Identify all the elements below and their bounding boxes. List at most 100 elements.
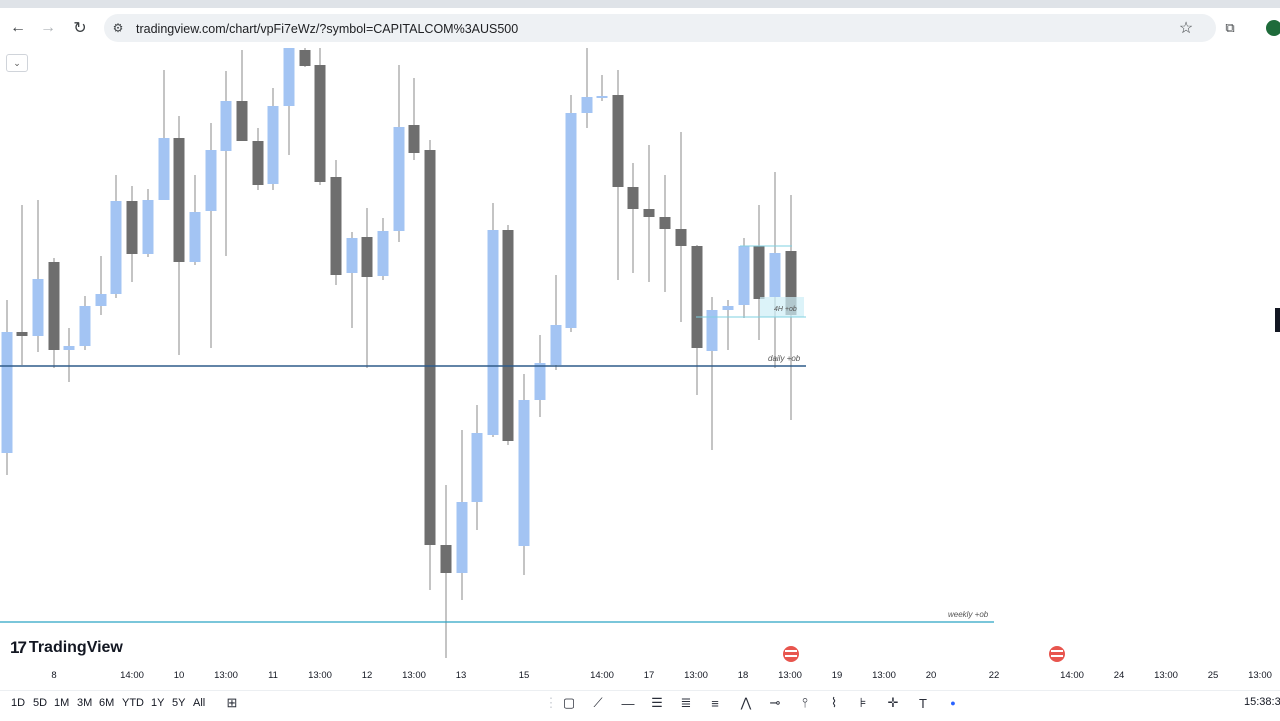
candle-body [173, 138, 185, 262]
candle [377, 218, 389, 280]
address-bar[interactable] [104, 14, 1216, 42]
candle-body [502, 230, 514, 441]
extensions-icon[interactable]: ⧉ [1225, 20, 1235, 35]
time-label: 13:00 [1154, 670, 1178, 681]
calendar-goto-icon[interactable]: ⊞ [226, 695, 238, 710]
range-3m[interactable]: 3M [77, 697, 93, 709]
price-chart[interactable]: daily +ob weekly +ob 4H +ob 8 14:00 10 13:0… [0, 48, 1280, 690]
time-label: 10 [174, 670, 185, 681]
profile-avatar[interactable] [1266, 20, 1280, 36]
parallel-channel-tool-icon[interactable]: ☰ [651, 695, 663, 710]
4h-ob-zone [760, 297, 804, 317]
weekly-ob-label: weekly +ob [948, 610, 989, 619]
browser-toolbar: ← → ↻ ⚙ tradingview.com/chart/vpFi7eWz/?… [0, 8, 1280, 48]
range-5d[interactable]: 5D [33, 697, 48, 709]
candle [581, 48, 593, 128]
candle-body [142, 200, 154, 254]
clock: 15:38:3 [1244, 696, 1280, 708]
candle [769, 172, 781, 368]
range-ytd[interactable]: YTD [122, 697, 144, 709]
candle [267, 88, 279, 190]
candle-body [361, 237, 373, 277]
4h-ob-label: 4H +ob [774, 306, 797, 313]
range-1m[interactable]: 1M [54, 697, 70, 709]
dot-icon[interactable]: ● [950, 698, 956, 708]
candle [518, 374, 530, 575]
candle-body [612, 95, 624, 187]
range-1d[interactable]: 1D [11, 697, 26, 709]
time-label: 22 [989, 670, 1000, 681]
candle-body [675, 229, 687, 246]
range-all[interactable]: All [193, 697, 206, 709]
candle-body [785, 251, 797, 315]
time-label: 24 [1114, 670, 1125, 681]
candle-body [377, 231, 389, 276]
vertical-line-tool-icon[interactable]: ⫯ [802, 695, 808, 710]
long-position-tool-icon[interactable]: ⊧ [859, 695, 867, 710]
candle-body [79, 306, 91, 346]
horizontal-ray-tool-icon[interactable]: ⊸ [769, 695, 781, 710]
time-label: 15 [519, 670, 530, 681]
gann-tool-icon[interactable]: ≡ [711, 695, 719, 711]
candle [236, 50, 248, 141]
candle-body [205, 150, 217, 211]
candle [471, 405, 483, 530]
url-text[interactable]: tradingview.com/chart/vpFi7eWz/?symbol=C… [136, 22, 519, 36]
time-label: 19 [832, 670, 843, 681]
tradingview-logo[interactable]: 17 TradingView [10, 638, 123, 658]
candle [722, 300, 734, 350]
range-1y[interactable]: 1Y [151, 697, 165, 709]
candle [612, 70, 624, 280]
candle-body [691, 246, 703, 348]
daily-ob-label: daily +ob [768, 354, 801, 363]
candle [408, 78, 420, 160]
star-icon[interactable]: ☆ [1178, 20, 1194, 37]
candle-body [330, 177, 342, 275]
back-arrow-icon[interactable]: ← [10, 19, 26, 36]
time-label: 17 [644, 670, 655, 681]
candle-body [738, 246, 750, 305]
candle-body [32, 279, 44, 336]
pattern-tool-icon[interactable]: ⋀ [740, 695, 752, 710]
crosshair-tool-icon[interactable]: ✛ [887, 695, 899, 710]
rectangle-tool-icon[interactable]: ▢ [562, 695, 576, 710]
time-label: 25 [1208, 670, 1219, 681]
candle-body [1, 332, 13, 453]
candle [361, 208, 373, 368]
candle-body [534, 363, 546, 400]
candle-body [252, 141, 264, 185]
time-label: 18 [738, 670, 749, 681]
forward-arrow-icon[interactable]: → [40, 19, 56, 36]
candle-body [518, 400, 530, 546]
candle [63, 328, 75, 382]
candle-body [643, 209, 655, 217]
text-tool-icon[interactable]: T [919, 695, 927, 711]
horizontal-line-tool-icon[interactable]: — [621, 695, 635, 711]
candle-body [456, 502, 468, 573]
candle [627, 163, 639, 273]
candle [314, 48, 326, 185]
drag-handle-icon[interactable]: ⋮ [544, 695, 558, 710]
site-info-icon[interactable]: ⚙ [112, 21, 124, 35]
range-6m[interactable]: 6M [99, 697, 115, 709]
candle-body [769, 253, 781, 297]
range-5y[interactable]: 5Y [172, 697, 186, 709]
candle-body [596, 96, 608, 98]
candle-body [16, 332, 28, 336]
trendline-tool-icon[interactable]: ⟋ [593, 695, 603, 710]
candle-body [627, 187, 639, 209]
candle-body [48, 262, 60, 350]
candle [299, 48, 311, 67]
elliott-wave-tool-icon[interactable]: ⌇ [830, 695, 838, 710]
fib-tool-icon[interactable]: ≣ [680, 695, 692, 710]
candle [346, 232, 358, 328]
chevron-down-icon[interactable]: ⌄ [6, 54, 28, 72]
candle [252, 128, 264, 190]
candle-body [565, 113, 577, 328]
candle [456, 430, 468, 600]
candle [393, 65, 405, 242]
reload-icon[interactable]: ↻ [73, 20, 87, 37]
candle [643, 145, 655, 282]
scale-handle[interactable] [1275, 308, 1280, 332]
candle [126, 186, 138, 282]
